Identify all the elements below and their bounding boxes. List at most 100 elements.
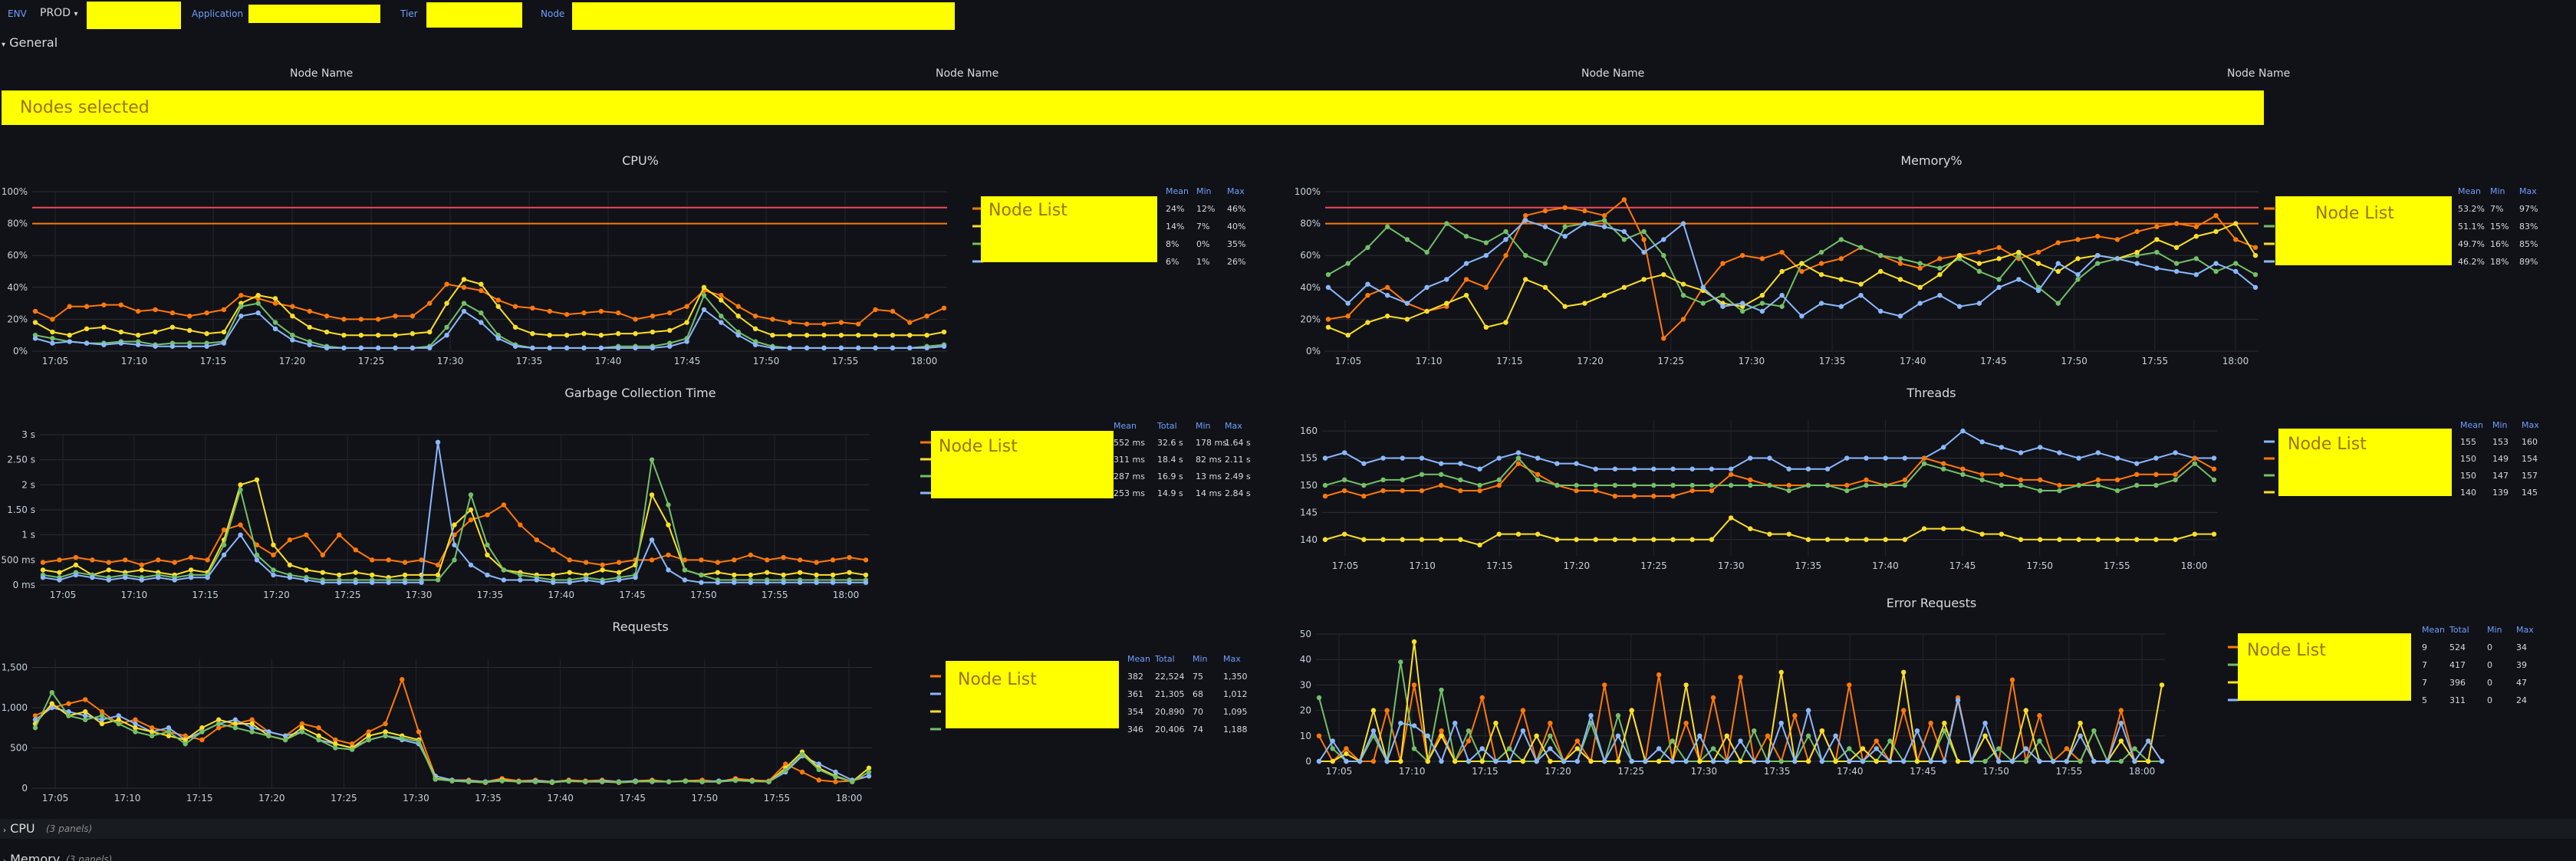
data-point bbox=[1819, 728, 1825, 734]
data-point bbox=[863, 580, 869, 585]
data-point bbox=[2213, 228, 2219, 235]
requests-chart[interactable]: 0 500 1,000 1,500 17:05 17:10 17:15 17:20 17:25 1… bbox=[0, 640, 1288, 809]
data-point bbox=[1424, 284, 1429, 290]
series-line bbox=[35, 691, 870, 784]
data-point bbox=[2076, 455, 2081, 461]
data-point bbox=[468, 492, 474, 498]
data-point bbox=[358, 333, 364, 338]
data-point bbox=[444, 281, 449, 287]
legend-value: 346 bbox=[1127, 725, 1143, 734]
row-memory[interactable]: › Memory (3 panels) bbox=[0, 849, 2576, 861]
data-point bbox=[866, 765, 872, 771]
legend-value: 153 bbox=[2492, 437, 2509, 447]
series-line bbox=[42, 478, 867, 579]
env-select[interactable]: PROD ▾ bbox=[40, 7, 77, 19]
data-point bbox=[353, 580, 358, 585]
cpu-chart[interactable]: 0% 20% 40% 60% 80% 100% 17:05 17:10 17:15 17:20 17… bbox=[0, 180, 1288, 376]
data-point bbox=[316, 737, 321, 743]
memory-chart[interactable]: 0% 20% 40% 60% 80% 100% 17:05 17:10 17:15 17:20 17… bbox=[1288, 180, 2576, 376]
tier-select[interactable] bbox=[426, 2, 522, 28]
data-point bbox=[333, 737, 338, 743]
data-point bbox=[2252, 271, 2259, 278]
data-point bbox=[1601, 293, 1607, 298]
data-point bbox=[667, 310, 673, 316]
data-point bbox=[73, 572, 79, 578]
data-point bbox=[2095, 261, 2101, 266]
data-point bbox=[215, 721, 222, 727]
data-point bbox=[1670, 738, 1676, 744]
node-select[interactable] bbox=[572, 2, 955, 30]
x-tick-label: 17:25 bbox=[1640, 560, 1667, 571]
data-point bbox=[1602, 758, 1607, 764]
node-label: Node bbox=[541, 8, 565, 19]
data-point bbox=[199, 725, 205, 731]
legend-value: 6% bbox=[1166, 257, 1179, 267]
data-point bbox=[416, 738, 422, 744]
data-point bbox=[1683, 682, 1689, 688]
data-point bbox=[1535, 455, 1541, 461]
row-general[interactable]: ▾ General bbox=[2, 35, 58, 50]
env-extra-select[interactable] bbox=[87, 2, 181, 29]
data-point bbox=[1419, 472, 1425, 477]
data-point bbox=[427, 345, 433, 351]
data-point bbox=[1838, 256, 1844, 261]
data-point bbox=[2154, 224, 2160, 229]
data-point bbox=[172, 577, 177, 583]
data-point bbox=[856, 333, 861, 338]
data-point bbox=[116, 721, 121, 727]
data-point bbox=[482, 779, 489, 785]
data-point bbox=[2192, 455, 2198, 461]
row-cpu[interactable]: › CPU (3 panels) bbox=[0, 819, 2576, 839]
data-point bbox=[49, 690, 54, 695]
data-point bbox=[402, 572, 408, 578]
data-point bbox=[719, 293, 724, 298]
data-point bbox=[116, 717, 121, 722]
data-point bbox=[682, 567, 688, 573]
x-tick-label: 17:05 bbox=[1332, 560, 1359, 571]
data-point bbox=[1542, 284, 1548, 290]
data-point bbox=[1574, 758, 1580, 764]
data-point bbox=[2076, 537, 2081, 542]
data-point bbox=[1496, 482, 1502, 488]
x-tick-label: 17:40 bbox=[1900, 356, 1926, 366]
data-point bbox=[1477, 488, 1482, 494]
data-point bbox=[1720, 304, 1726, 309]
legend-header: Mean bbox=[1166, 186, 1189, 196]
data-point bbox=[1689, 466, 1695, 472]
data-point bbox=[1523, 277, 1528, 282]
data-point bbox=[752, 314, 758, 319]
data-point bbox=[290, 333, 295, 338]
threads-chart[interactable]: 140 145 150 155 160 17:05 17:10 17:15 17:20 17:25… bbox=[1288, 414, 2576, 579]
data-point bbox=[304, 567, 309, 573]
data-point bbox=[1805, 482, 1811, 488]
data-point bbox=[452, 522, 457, 527]
data-point bbox=[187, 314, 192, 319]
data-point bbox=[1765, 733, 1771, 738]
data-point bbox=[375, 317, 381, 322]
data-point bbox=[1322, 482, 1328, 488]
data-point bbox=[616, 570, 622, 575]
data-point bbox=[320, 580, 326, 585]
data-point bbox=[715, 570, 721, 575]
data-point bbox=[1976, 261, 1982, 266]
x-tick-label: 17:10 bbox=[114, 793, 141, 803]
application-select[interactable] bbox=[248, 5, 380, 23]
data-point bbox=[183, 737, 188, 743]
data-point bbox=[1641, 249, 1647, 255]
data-point bbox=[1844, 482, 1850, 488]
data-point bbox=[2114, 477, 2120, 483]
data-point bbox=[1748, 455, 1753, 461]
data-point bbox=[814, 560, 819, 565]
data-point bbox=[290, 304, 295, 309]
data-point bbox=[215, 725, 222, 731]
legend-header: Total bbox=[1156, 421, 1177, 431]
gc-chart[interactable]: 0 ms 500 ms 1 s 1.50 s 2 s 2.50 s 3 s 17:05 17:1… bbox=[0, 418, 1288, 606]
data-point bbox=[1897, 277, 1903, 282]
legend-value: 155 bbox=[2460, 437, 2476, 447]
data-point bbox=[1554, 461, 1560, 466]
data-point bbox=[547, 345, 552, 351]
data-point bbox=[169, 324, 176, 330]
data-point bbox=[797, 557, 803, 563]
x-tick-label: 17:20 bbox=[1577, 356, 1604, 366]
